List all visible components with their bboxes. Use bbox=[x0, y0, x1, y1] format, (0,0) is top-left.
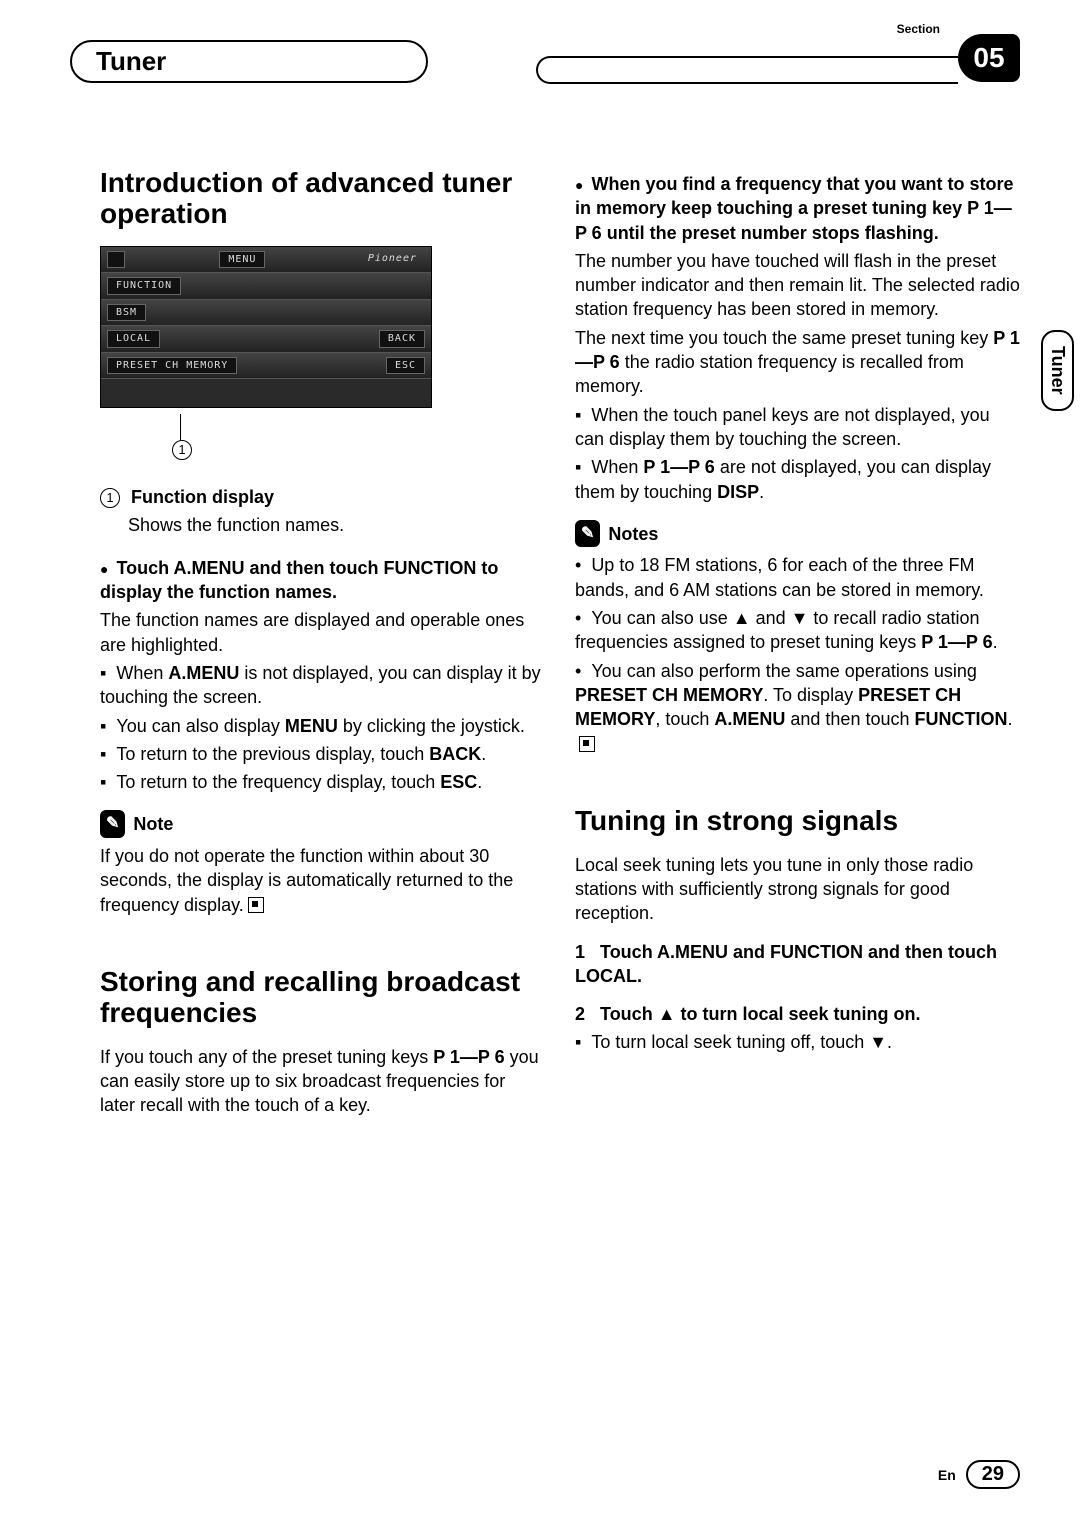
chapter-tab: Tuner bbox=[70, 40, 428, 83]
lang-label: En bbox=[938, 1467, 956, 1483]
dev-esc: ESC bbox=[386, 357, 425, 375]
heading-storing: Storing and recalling broadcast frequenc… bbox=[100, 967, 545, 1029]
notes-label: Notes bbox=[608, 522, 658, 546]
pencil-icon: ✎ bbox=[575, 520, 600, 548]
callout-number: 1 bbox=[172, 440, 545, 462]
local-step-1: 1 Touch A.MENU and FUNCTION and then tou… bbox=[575, 940, 1020, 989]
note-row: ✎ Note bbox=[100, 810, 545, 838]
store-frequency-step: When you find a frequency that you want … bbox=[575, 172, 1020, 245]
dev-menu: MENU bbox=[219, 251, 265, 269]
right-column: When you find a frequency that you want … bbox=[575, 168, 1020, 1121]
note-2: You can also use ▲ and ▼ to recall radio… bbox=[575, 606, 1020, 655]
dev-back: BACK bbox=[379, 330, 425, 348]
dev-bsm: BSM bbox=[107, 304, 146, 322]
step-touch-amenu: Touch A.MENU and then touch FUNCTION to … bbox=[100, 556, 545, 605]
pencil-icon: ✎ bbox=[100, 810, 125, 838]
function-display-label: 1 Function display bbox=[100, 485, 545, 509]
store-frequency-body1: The number you have touched will flash i… bbox=[575, 249, 1020, 322]
manual-page: Tuner Section 05 Tuner Introduction of a… bbox=[0, 0, 1080, 1529]
tuning-strong-body: Local seek tuning lets you tune in only … bbox=[575, 853, 1020, 926]
end-mark-icon bbox=[248, 897, 264, 913]
callout-line bbox=[180, 414, 181, 440]
r-sub-b: When P 1—P 6 are not displayed, you can … bbox=[575, 455, 1020, 504]
section-number-badge: 05 bbox=[958, 34, 1020, 82]
note-body: If you do not operate the function withi… bbox=[100, 844, 545, 917]
note-3: You can also perform the same operations… bbox=[575, 659, 1020, 756]
dev-brand: Pioneer bbox=[360, 251, 425, 269]
page-footer: En 29 bbox=[938, 1460, 1020, 1489]
section-line bbox=[536, 56, 958, 84]
sub-d: To return to the frequency display, touc… bbox=[100, 770, 545, 794]
dev-preset: PRESET CH MEMORY bbox=[107, 357, 237, 375]
end-mark-icon bbox=[579, 736, 595, 752]
note-label: Note bbox=[133, 812, 173, 836]
dev-function: FUNCTION bbox=[107, 277, 181, 295]
dev-local: LOCAL bbox=[107, 330, 160, 348]
page-number: 29 bbox=[966, 1460, 1020, 1489]
sub-a: When A.MENU is not displayed, you can di… bbox=[100, 661, 545, 710]
store-frequency-body2: The next time you touch the same preset … bbox=[575, 326, 1020, 399]
section-word: Section bbox=[897, 22, 940, 36]
local-step-2: 2 Touch ▲ to turn local seek tuning on. bbox=[575, 1002, 1020, 1026]
note-1: Up to 18 FM stations, 6 for each of the … bbox=[575, 553, 1020, 602]
device-screenshot: MENU Pioneer FUNCTION BSM LOCAL BACK PRESE… bbox=[100, 246, 432, 408]
step-touch-amenu-body: The function names are displayed and ope… bbox=[100, 608, 545, 657]
content-columns: Introduction of advanced tuner operation… bbox=[100, 168, 1020, 1121]
notes-row: ✎ Notes bbox=[575, 520, 1020, 548]
side-tab: Tuner bbox=[1041, 330, 1074, 411]
sub-c: To return to the previous display, touch… bbox=[100, 742, 545, 766]
function-display-desc: Shows the function names. bbox=[128, 513, 545, 537]
storing-body: If you touch any of the preset tuning ke… bbox=[100, 1045, 545, 1118]
heading-tuning-strong: Tuning in strong signals bbox=[575, 806, 1020, 837]
heading-intro: Introduction of advanced tuner operation bbox=[100, 168, 545, 230]
sub-b: You can also display MENU by clicking th… bbox=[100, 714, 545, 738]
local-step-2-sub: To turn local seek tuning off, touch ▼. bbox=[575, 1030, 1020, 1054]
r-sub-a: When the touch panel keys are not displa… bbox=[575, 403, 1020, 452]
page-header: Tuner Section 05 bbox=[100, 40, 1020, 88]
left-column: Introduction of advanced tuner operation… bbox=[100, 168, 545, 1121]
